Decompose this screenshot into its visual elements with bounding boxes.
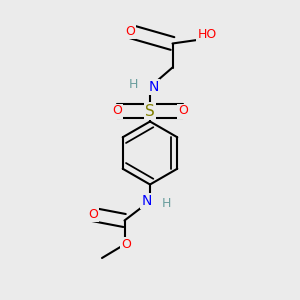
Text: O: O <box>178 104 188 118</box>
Text: N: N <box>148 80 159 94</box>
Text: O: O <box>88 208 98 221</box>
Text: H: H <box>129 78 138 91</box>
Text: O: O <box>126 25 135 38</box>
Text: N: N <box>141 194 152 208</box>
Text: O: O <box>121 238 131 251</box>
Text: H: H <box>162 197 171 210</box>
Text: S: S <box>145 103 155 118</box>
Text: O: O <box>112 104 122 118</box>
Text: HO: HO <box>197 28 217 41</box>
